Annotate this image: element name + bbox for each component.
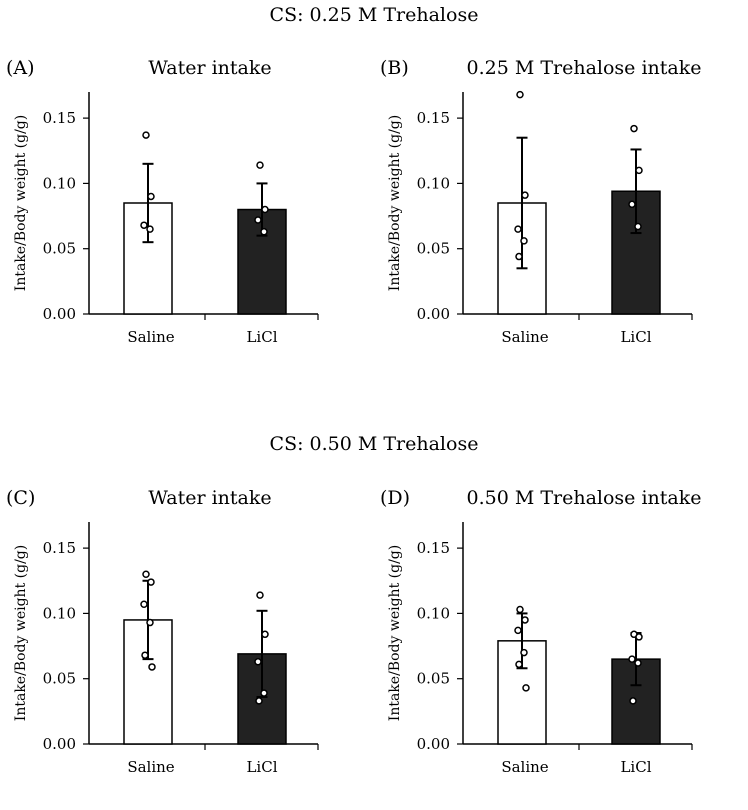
y-axis-label: Intake/Body weight (g/g) (13, 545, 29, 721)
data-point (140, 221, 148, 229)
section-title-bottom: CS: 0.50 M Trehalose (269, 433, 479, 455)
data-point (521, 191, 529, 199)
data-point (520, 648, 528, 657)
data-point (629, 697, 637, 705)
y-tick-label: 0.00 (43, 305, 76, 323)
chart-title: 0.50 M Trehalose intake (467, 487, 702, 509)
y-tick-label: 0.00 (417, 305, 450, 323)
data-point (141, 651, 149, 659)
data-point (147, 192, 155, 201)
chart-title: 0.25 M Trehalose intake (467, 57, 702, 79)
y-tick-label: 0.10 (417, 174, 450, 192)
x-tick-label: LiCl (620, 758, 651, 776)
data-point (146, 225, 154, 233)
y-tick-label: 0.15 (43, 539, 76, 557)
y-axis-label: Intake/Body weight (g/g) (13, 115, 29, 291)
panel-label: (C) (6, 487, 35, 509)
y-tick-label: 0.05 (43, 240, 76, 258)
data-point (260, 227, 268, 236)
data-point (628, 655, 636, 663)
data-point (521, 616, 529, 624)
chart-title: Water intake (148, 57, 271, 79)
data-point (148, 663, 156, 671)
data-point (256, 161, 264, 169)
data-point (520, 237, 528, 245)
data-point (146, 618, 154, 627)
data-point (254, 657, 262, 666)
data-point (142, 570, 150, 578)
data-point (516, 90, 524, 99)
chart-panel-c: (C) Water intake Intake/Body weight (g/g) 0… (6, 487, 319, 776)
data-point (522, 684, 530, 692)
data-point (630, 124, 638, 133)
data-point (256, 591, 264, 599)
x-tick-label: Saline (501, 328, 548, 346)
y-tick-label: 0.00 (43, 735, 76, 753)
x-tick-label: LiCl (246, 328, 277, 346)
y-tick-label: 0.10 (43, 604, 76, 622)
x-tick-label: Saline (501, 758, 548, 776)
data-point (635, 166, 643, 175)
y-tick-label: 0.15 (417, 539, 450, 557)
data-point (142, 131, 150, 139)
chart-title: Water intake (148, 487, 271, 509)
chart-panel-a: (A) Water intake Intake/Body weight (g/g) 0… (6, 57, 319, 346)
panel-label: (B) (380, 57, 409, 79)
data-point (515, 252, 523, 261)
data-point (514, 626, 522, 635)
data-point (635, 633, 643, 641)
x-tick-label: LiCl (246, 758, 277, 776)
y-tick-label: 0.05 (417, 670, 450, 688)
y-tick-label: 0.05 (417, 240, 450, 258)
data-point (514, 225, 522, 233)
y-tick-label: 0.15 (43, 109, 76, 127)
data-point (516, 605, 524, 614)
data-point (140, 600, 148, 609)
chart-panel-b: (B) 0.25 M Trehalose intake Intake/Body we… (380, 57, 702, 346)
x-tick-label: Saline (127, 758, 174, 776)
data-point (255, 697, 263, 705)
chart-panel-d: (D) 0.50 M Trehalose intake Intake/Body we… (380, 487, 702, 776)
y-tick-label: 0.00 (417, 735, 450, 753)
x-tick-label: Saline (127, 328, 174, 346)
data-point (261, 205, 269, 214)
data-point (634, 222, 642, 231)
data-point (254, 216, 262, 224)
data-point (515, 660, 523, 669)
data-point (628, 200, 636, 209)
y-tick-label: 0.10 (43, 174, 76, 192)
data-point (260, 689, 268, 697)
y-tick-label: 0.10 (417, 604, 450, 622)
y-tick-label: 0.15 (417, 109, 450, 127)
data-point (261, 630, 269, 639)
data-point (147, 578, 155, 586)
y-axis-label: Intake/Body weight (g/g) (387, 115, 403, 291)
y-tick-label: 0.05 (43, 670, 76, 688)
x-tick-label: LiCl (620, 328, 651, 346)
panel-label: (D) (380, 487, 410, 509)
panel-label: (A) (6, 57, 35, 79)
y-axis-label: Intake/Body weight (g/g) (387, 545, 403, 721)
data-point (634, 659, 642, 667)
section-title-top: CS: 0.25 M Trehalose (269, 4, 479, 26)
